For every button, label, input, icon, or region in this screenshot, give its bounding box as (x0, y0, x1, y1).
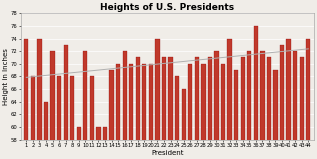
Bar (77, 127, 81, 159)
Bar (201, 64, 205, 159)
Bar (247, 51, 251, 159)
Bar (37, 38, 42, 159)
Bar (241, 58, 245, 159)
Bar (96, 127, 100, 159)
Bar (254, 26, 258, 159)
Bar (57, 76, 61, 159)
Bar (155, 38, 159, 159)
Bar (116, 64, 120, 159)
Bar (83, 51, 87, 159)
Bar (162, 58, 166, 159)
Bar (306, 38, 310, 159)
Bar (287, 38, 291, 159)
Bar (300, 58, 304, 159)
Bar (24, 38, 29, 159)
Bar (188, 64, 192, 159)
Bar (168, 58, 173, 159)
Bar (50, 51, 55, 159)
Bar (221, 64, 225, 159)
Bar (103, 127, 107, 159)
Bar (267, 58, 271, 159)
Bar (195, 58, 199, 159)
Bar (90, 76, 94, 159)
Bar (260, 51, 264, 159)
Bar (208, 58, 212, 159)
Bar (280, 45, 284, 159)
Bar (31, 76, 35, 159)
Bar (182, 89, 186, 159)
Bar (273, 70, 278, 159)
Bar (228, 38, 232, 159)
Bar (234, 70, 238, 159)
X-axis label: President: President (151, 149, 184, 156)
Bar (293, 51, 297, 159)
Bar (136, 58, 140, 159)
Bar (63, 45, 68, 159)
Bar (70, 76, 74, 159)
Bar (109, 70, 114, 159)
Bar (44, 102, 48, 159)
Title: Heights of U.S. Presidents: Heights of U.S. Presidents (100, 3, 234, 12)
Bar (129, 64, 133, 159)
Bar (123, 51, 127, 159)
Bar (175, 76, 179, 159)
Bar (142, 64, 146, 159)
Y-axis label: Height in Inches: Height in Inches (3, 48, 10, 105)
Bar (214, 51, 219, 159)
Bar (149, 64, 153, 159)
